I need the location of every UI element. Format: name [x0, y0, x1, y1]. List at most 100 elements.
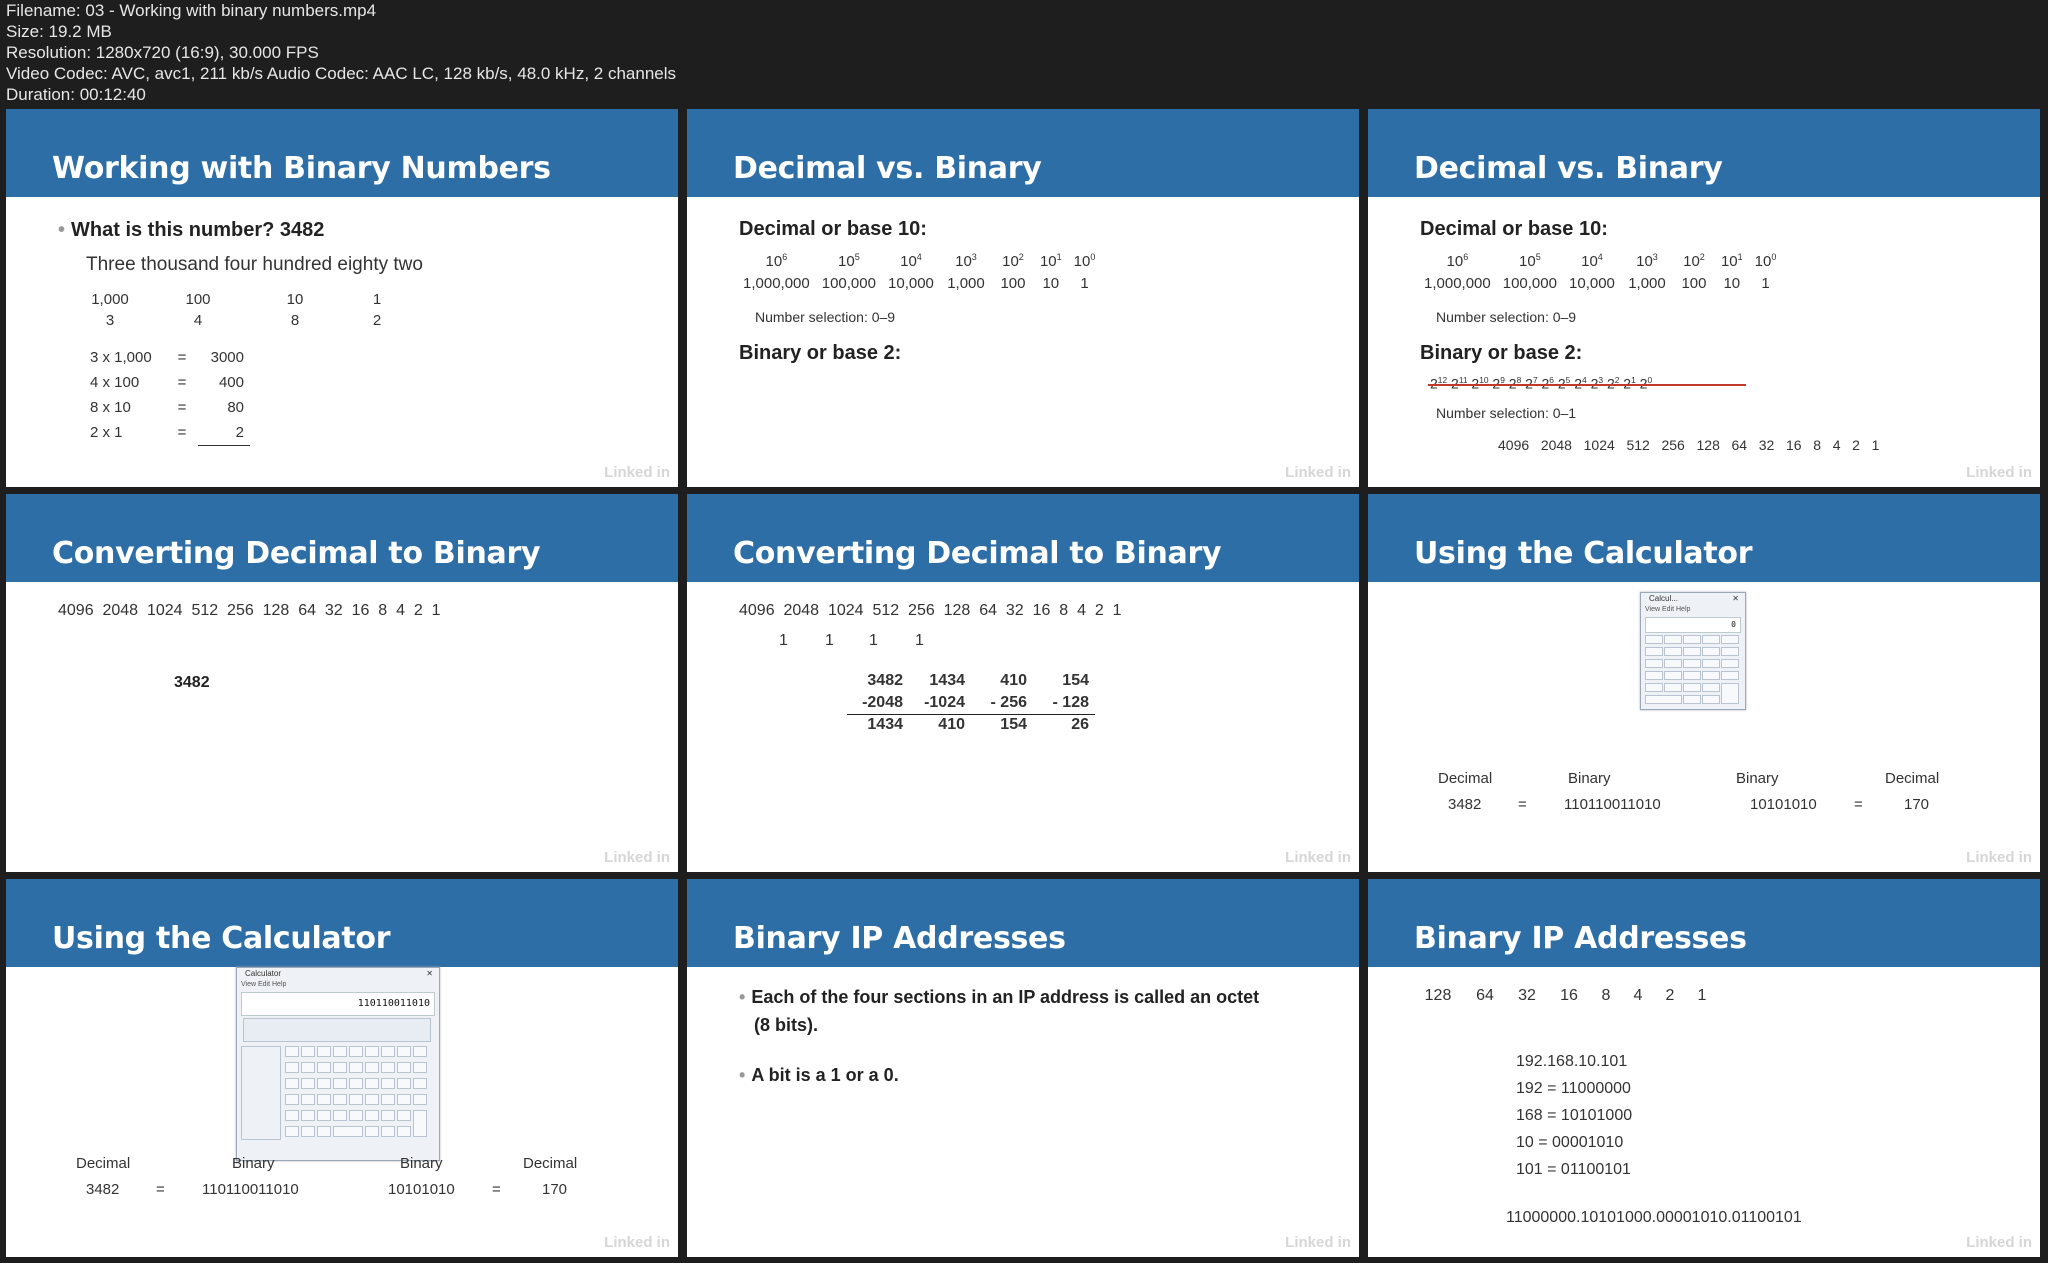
thumbnail-slide-9[interactable]: Binary IP Addresses 128 64 32 16 8 4 2 1…	[1368, 879, 2040, 1257]
calculator-menu[interactable]: View Edit Help	[241, 981, 287, 988]
calc-key[interactable]	[301, 1062, 315, 1073]
calc-key[interactable]	[397, 1094, 411, 1105]
calc-key[interactable]	[365, 1062, 379, 1073]
calc-key[interactable]	[413, 1062, 427, 1073]
calc-key[interactable]	[381, 1094, 395, 1105]
calc-key[interactable]	[413, 1046, 427, 1057]
calc-key[interactable]	[317, 1078, 331, 1089]
calc-key[interactable]	[381, 1078, 395, 1089]
calc-key[interactable]	[301, 1110, 315, 1121]
thumbnail-slide-2[interactable]: Decimal vs. Binary Decimal or base 10: 1…	[687, 109, 1359, 487]
calc-key[interactable]	[365, 1046, 379, 1057]
calc-key[interactable]	[301, 1126, 315, 1137]
calc-key[interactable]	[1683, 635, 1701, 644]
calc-key[interactable]	[1645, 683, 1663, 692]
calc-equals-key[interactable]	[413, 1110, 427, 1137]
calc-key[interactable]	[301, 1046, 315, 1057]
close-icon[interactable]: ✕	[1732, 594, 1739, 603]
minuend: 410	[1000, 672, 1027, 689]
calc-key[interactable]	[301, 1094, 315, 1105]
calc-key[interactable]	[1664, 647, 1682, 656]
calc-key[interactable]	[1664, 671, 1682, 680]
calc-key[interactable]	[285, 1078, 299, 1089]
calc-key[interactable]	[365, 1078, 379, 1089]
calc-key[interactable]	[397, 1110, 411, 1121]
thumbnail-slide-5[interactable]: Converting Decimal to Binary 4096 2048 1…	[687, 494, 1359, 872]
calculator-window[interactable]: Calcul... ✕ View Edit Help 0	[1640, 592, 1746, 710]
close-icon[interactable]: ✕	[426, 969, 433, 978]
calc-key[interactable]	[349, 1078, 363, 1089]
calc-zero-key[interactable]	[1645, 695, 1682, 704]
calc-key[interactable]	[397, 1062, 411, 1073]
calc-key[interactable]	[397, 1078, 411, 1089]
calc-key[interactable]	[1702, 647, 1720, 656]
calculator-keypad[interactable]	[1645, 635, 1741, 705]
calc-key[interactable]	[381, 1110, 395, 1121]
thumbnail-slide-6[interactable]: Using the Calculator Calcul... ✕ View Edi…	[1368, 494, 2040, 872]
calc-key[interactable]	[1721, 659, 1739, 668]
calc-key[interactable]	[317, 1094, 331, 1105]
calc-key[interactable]	[381, 1062, 395, 1073]
calc-key[interactable]	[381, 1046, 395, 1057]
calc-key[interactable]	[1664, 659, 1682, 668]
calc-key[interactable]	[285, 1126, 299, 1137]
calc-equals-key[interactable]	[1721, 683, 1739, 704]
calc-key[interactable]	[1702, 635, 1720, 644]
calc-key[interactable]	[1683, 647, 1701, 656]
thumbnail-slide-8[interactable]: Binary IP Addresses • Each of the four se…	[687, 879, 1359, 1257]
calc-key[interactable]	[317, 1062, 331, 1073]
calc-zero-key[interactable]	[333, 1126, 363, 1137]
calc-key[interactable]	[1683, 659, 1701, 668]
calc-key[interactable]	[333, 1094, 347, 1105]
calc-key[interactable]	[333, 1046, 347, 1057]
calc-key[interactable]	[349, 1062, 363, 1073]
calc-key[interactable]	[333, 1110, 347, 1121]
calc-key[interactable]	[333, 1062, 347, 1073]
calculator-menu[interactable]: View Edit Help	[1645, 606, 1691, 613]
calc-key[interactable]	[349, 1094, 363, 1105]
thumbnail-slide-3[interactable]: Decimal vs. Binary Decimal or base 10: 1…	[1368, 109, 2040, 487]
calc-key[interactable]	[365, 1110, 379, 1121]
calc-key[interactable]	[301, 1078, 315, 1089]
calc-key[interactable]	[413, 1078, 427, 1089]
calc-key[interactable]	[349, 1046, 363, 1057]
linkedin-watermark: Linked in	[1285, 849, 1351, 866]
calc-key[interactable]	[317, 1110, 331, 1121]
calc-key[interactable]	[317, 1126, 331, 1137]
calc-key[interactable]	[1683, 671, 1701, 680]
calc-key[interactable]	[1683, 683, 1701, 692]
calc-key[interactable]	[1645, 635, 1663, 644]
calc-key[interactable]	[333, 1078, 347, 1089]
calc-key[interactable]	[413, 1094, 427, 1105]
calc-key[interactable]	[1645, 659, 1663, 668]
calc-key[interactable]	[1664, 635, 1682, 644]
calc-key[interactable]	[1702, 695, 1720, 704]
calc-key[interactable]	[1721, 647, 1739, 656]
thumbnail-slide-1[interactable]: Working with Binary Numbers • What is thi…	[6, 109, 678, 487]
calculator-window[interactable]: Calculator ✕ View Edit Help 110110011010	[236, 967, 440, 1161]
calc-key[interactable]	[1702, 659, 1720, 668]
calc-key[interactable]	[285, 1094, 299, 1105]
calc-key[interactable]	[1664, 683, 1682, 692]
calc-key[interactable]	[1702, 683, 1720, 692]
calc-key[interactable]	[349, 1110, 363, 1121]
calc-key[interactable]	[285, 1046, 299, 1057]
calc-key[interactable]	[381, 1126, 395, 1137]
thumbnail-slide-7[interactable]: Using the Calculator Calculator ✕ View Ed…	[6, 879, 678, 1257]
calc-key[interactable]	[285, 1110, 299, 1121]
calc-key[interactable]	[317, 1046, 331, 1057]
calc-radix-options[interactable]	[241, 1046, 281, 1140]
thumbnail-slide-4[interactable]: Converting Decimal to Binary 4096 2048 1…	[6, 494, 678, 872]
calc-key[interactable]	[1645, 647, 1663, 656]
calc-key[interactable]	[285, 1062, 299, 1073]
calc-key[interactable]	[397, 1046, 411, 1057]
calc-key[interactable]	[397, 1126, 411, 1137]
calc-key[interactable]	[1721, 635, 1739, 644]
calc-key[interactable]	[365, 1094, 379, 1105]
calc-key[interactable]	[1645, 671, 1663, 680]
calc-key[interactable]	[365, 1126, 379, 1137]
calc-key[interactable]	[1702, 671, 1720, 680]
calculator-keypad[interactable]	[241, 1018, 435, 1146]
calc-key[interactable]	[1721, 671, 1739, 680]
calc-key[interactable]	[1683, 695, 1701, 704]
